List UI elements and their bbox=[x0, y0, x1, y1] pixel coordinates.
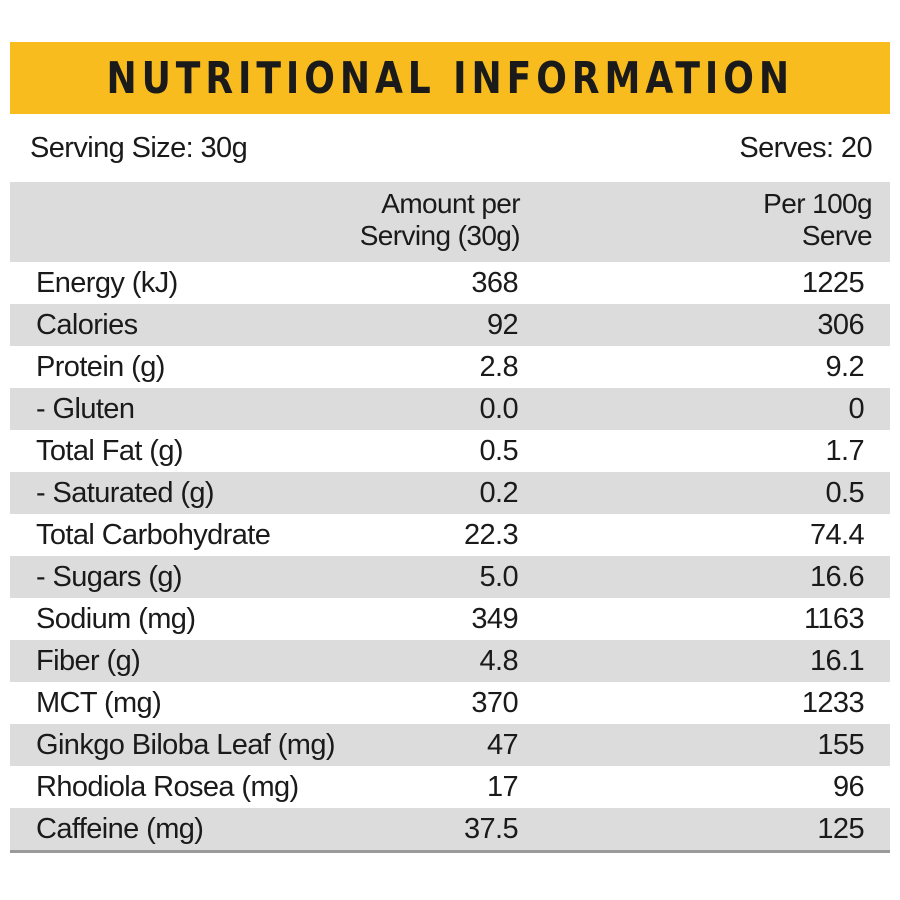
nutrient-row: Fiber (g) 4.8 16.1 bbox=[10, 640, 890, 682]
nutrient-row: - Sugars (g) 5.0 16.6 bbox=[10, 556, 890, 598]
nutrient-amount-per-serving: 0.2 bbox=[479, 477, 518, 509]
nutrient-per-100g: 125 bbox=[817, 813, 864, 845]
nutrient-per-100g: 74.4 bbox=[809, 519, 865, 551]
nutrient-amount-per-serving: 5.0 bbox=[479, 561, 518, 593]
nutrient-per-100g: 1233 bbox=[801, 687, 865, 719]
nutrient-per-100g: 0.5 bbox=[825, 477, 864, 509]
nutrient-amount-per-serving: 349 bbox=[471, 603, 518, 635]
nutrient-amount-per-serving: 370 bbox=[471, 687, 518, 719]
nutrient-row: Calories 92 306 bbox=[10, 304, 890, 346]
nutrient-row: - Gluten 0.0 0 bbox=[10, 388, 890, 430]
nutrient-per-100g: 1163 bbox=[804, 603, 865, 635]
serving-size: Serving Size: 30g bbox=[30, 131, 248, 164]
nutrient-per-100g: 96 bbox=[832, 771, 865, 803]
nutrient-label: Ginkgo Biloba Leaf (mg) bbox=[36, 729, 336, 761]
nutrient-label: - Sugars (g) bbox=[36, 561, 183, 593]
nutrient-per-100g: 155 bbox=[817, 729, 864, 761]
title-bar: NUTRITIONAL INFORMATION bbox=[10, 42, 890, 114]
nutrient-amount-per-serving: 92 bbox=[486, 309, 519, 341]
nutrient-label: Calories bbox=[36, 309, 138, 341]
nutrient-label: Protein (g) bbox=[36, 351, 165, 383]
nutrient-row: MCT (mg) 370 1233 bbox=[10, 682, 890, 724]
nutrient-row: Total Carbohydrate 22.3 74.4 bbox=[10, 514, 890, 556]
nutrient-row: Protein (g) 2.8 9.2 bbox=[10, 346, 890, 388]
nutrient-row: Ginkgo Biloba Leaf (mg) 47 155 bbox=[10, 724, 890, 766]
nutrient-amount-per-serving: 2.8 bbox=[479, 351, 518, 383]
nutrient-row: Rhodiola Rosea (mg) 17 96 bbox=[10, 766, 890, 808]
column-header-per100: Per 100g Serve bbox=[763, 188, 872, 251]
nutrient-label: Rhodiola Rosea (mg) bbox=[36, 771, 299, 803]
nutrient-row: Energy (kJ) 368 1225 bbox=[10, 262, 890, 304]
nutrient-label: Total Fat (g) bbox=[36, 435, 184, 467]
nutrient-label: Sodium (mg) bbox=[36, 603, 196, 635]
nutrient-amount-per-serving: 47 bbox=[486, 729, 519, 761]
nutrient-per-100g: 1225 bbox=[801, 267, 865, 299]
nutrient-label: Total Carbohydrate bbox=[36, 519, 271, 551]
nutrient-per-100g: 9.2 bbox=[825, 351, 864, 383]
nutrition-panel: NUTRITIONAL INFORMATION Serving Size: 30… bbox=[10, 42, 890, 853]
nutrient-row: Sodium (mg) 349 1163 bbox=[10, 598, 890, 640]
nutrient-row: - Saturated (g) 0.2 0.5 bbox=[10, 472, 890, 514]
nutrient-amount-per-serving: 22.3 bbox=[463, 519, 519, 551]
nutrient-label: Fiber (g) bbox=[36, 645, 141, 677]
nutrient-label: - Saturated (g) bbox=[36, 477, 215, 509]
panel-title: NUTRITIONAL INFORMATION bbox=[106, 52, 794, 104]
serving-info-row: Serving Size: 30g Serves: 20 bbox=[10, 114, 890, 182]
nutrient-amount-per-serving: 17 bbox=[486, 771, 519, 803]
nutrient-amount-per-serving: 37.5 bbox=[463, 813, 519, 845]
nutrient-row: Caffeine (mg) 37.5 125 bbox=[10, 808, 890, 850]
nutrient-per-100g: 306 bbox=[817, 309, 864, 341]
nutrient-label: Caffeine (mg) bbox=[36, 813, 204, 845]
nutrient-per-100g: 1.7 bbox=[825, 435, 864, 467]
column-header-row: Amount per Serving (30g) Per 100g Serve bbox=[10, 182, 890, 262]
serves-count: Serves: 20 bbox=[739, 131, 872, 164]
nutrient-per-100g: 16.6 bbox=[809, 561, 865, 593]
nutrient-label: - Gluten bbox=[36, 393, 135, 425]
nutrient-amount-per-serving: 368 bbox=[471, 267, 518, 299]
table-bottom-border bbox=[10, 850, 890, 853]
nutrient-row: Total Fat (g) 0.5 1.7 bbox=[10, 430, 890, 472]
nutrient-per-100g: 0 bbox=[848, 393, 864, 425]
nutrient-per-100g: 16.1 bbox=[809, 645, 865, 677]
nutrient-rows: Energy (kJ) 368 1225 Calories 92 306 Protein (… bbox=[10, 262, 890, 850]
nutrient-amount-per-serving: 4.8 bbox=[479, 645, 518, 677]
nutrient-label: MCT (mg) bbox=[36, 687, 162, 719]
nutrient-amount-per-serving: 0.5 bbox=[479, 435, 518, 467]
nutrient-label: Energy (kJ) bbox=[36, 267, 178, 299]
nutrient-amount-per-serving: 0.0 bbox=[479, 393, 518, 425]
column-header-amount: Amount per Serving (30g) bbox=[359, 188, 521, 251]
